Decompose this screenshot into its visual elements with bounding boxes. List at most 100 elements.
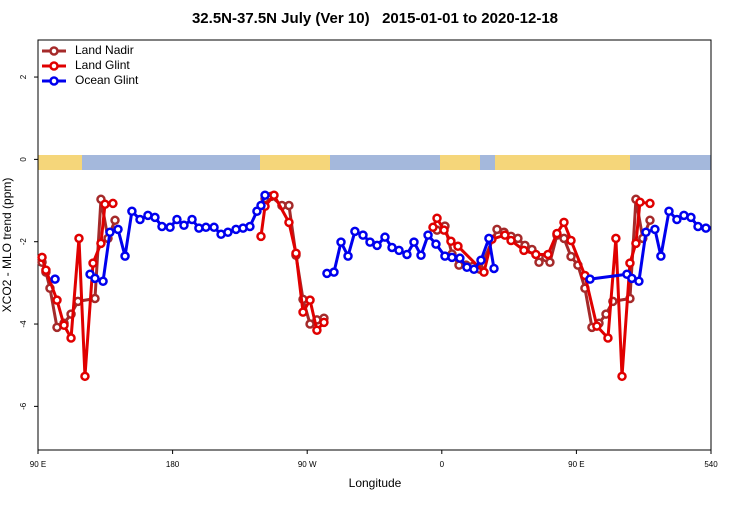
data-point <box>453 241 463 251</box>
data-point <box>645 215 655 226</box>
data-point <box>489 263 499 274</box>
data-point <box>336 237 346 247</box>
data-point <box>329 267 339 277</box>
data-point <box>260 190 270 200</box>
data-point <box>59 320 69 331</box>
data-point <box>245 221 255 232</box>
data-point <box>446 236 456 247</box>
data-point <box>298 307 308 317</box>
data-point <box>96 238 106 249</box>
data-point <box>634 276 644 286</box>
legend-label: Land Nadir <box>75 43 134 57</box>
data-point <box>566 235 576 246</box>
data-point <box>686 212 696 223</box>
data-point <box>37 252 47 263</box>
data-point <box>543 249 553 260</box>
data-point <box>380 232 390 242</box>
data-point <box>66 333 76 343</box>
data-point <box>312 325 322 335</box>
data-point <box>113 224 123 235</box>
legend-label: Land Glint <box>75 58 130 72</box>
data-point <box>365 237 375 247</box>
data-point <box>256 231 266 242</box>
data-point <box>672 214 682 225</box>
data-point <box>664 206 674 216</box>
data-point <box>165 222 175 233</box>
data-point <box>127 206 137 216</box>
data-point <box>120 251 130 261</box>
data-point <box>431 239 441 249</box>
data-point <box>500 230 510 240</box>
data-point <box>585 274 595 284</box>
data-point <box>625 258 635 268</box>
data-point <box>74 233 84 244</box>
data-point <box>172 214 182 225</box>
y-tick-label: 2 <box>19 74 28 79</box>
data-point <box>284 217 294 228</box>
data-point <box>617 371 627 382</box>
data-point <box>693 221 703 232</box>
data-point <box>545 257 555 268</box>
data-point <box>650 224 660 235</box>
data-point <box>394 245 404 256</box>
data-point <box>150 212 160 223</box>
data-point <box>110 215 120 226</box>
chart-title: 32.5N-37.5N July (Ver 10) 2015-01-01 to … <box>192 10 558 27</box>
data-point <box>484 233 494 244</box>
y-tick-label: -6 <box>19 402 28 410</box>
data-point <box>223 227 233 237</box>
land-ocean-strip <box>38 155 711 170</box>
x-tick-label: 540 <box>704 460 718 469</box>
data-point <box>552 228 562 239</box>
data-point <box>476 255 486 265</box>
x-tick-label: 0 <box>440 460 445 469</box>
data-point <box>135 214 145 225</box>
x-axis-label: Longitude <box>349 476 402 490</box>
plot-frame <box>37 39 712 451</box>
data-point <box>50 274 60 284</box>
data-point <box>592 321 602 331</box>
data-point <box>41 265 51 275</box>
data-point <box>566 251 576 262</box>
series-line <box>40 193 651 378</box>
y-tick-label: -2 <box>19 238 28 246</box>
data-point <box>319 317 329 328</box>
data-point <box>52 295 62 305</box>
data-point <box>157 221 167 232</box>
data-point <box>305 319 315 329</box>
data-point <box>80 371 90 382</box>
data-point <box>611 233 621 244</box>
data-point <box>108 198 118 209</box>
data-point <box>291 248 301 258</box>
data-point <box>423 230 433 240</box>
data-point <box>559 217 569 228</box>
data-point <box>100 199 110 209</box>
data-point <box>506 235 516 246</box>
data-point <box>284 200 294 211</box>
data-point <box>701 223 711 233</box>
data-point <box>519 245 529 256</box>
x-tick-label: 180 <box>166 460 180 469</box>
data-point <box>656 251 666 261</box>
series-line <box>40 194 652 329</box>
data-point <box>439 225 449 235</box>
data-point <box>256 200 266 211</box>
data-point <box>88 258 98 268</box>
data-point <box>635 197 645 207</box>
data-point <box>209 222 219 233</box>
data-point <box>305 295 315 305</box>
x-tick-label: 90 E <box>30 460 46 469</box>
data-point <box>428 222 438 233</box>
data-point <box>447 252 457 263</box>
data-point <box>90 293 100 304</box>
legend-marker <box>49 76 59 86</box>
data-point <box>455 253 465 263</box>
data-point <box>187 214 197 225</box>
data-point <box>98 276 108 286</box>
data-point <box>641 227 651 237</box>
x-tick-label: 90 E <box>568 460 584 469</box>
data-point <box>269 190 279 200</box>
data-point <box>534 257 544 268</box>
data-point <box>631 238 641 249</box>
legend-label: Ocean Glint <box>75 73 139 87</box>
